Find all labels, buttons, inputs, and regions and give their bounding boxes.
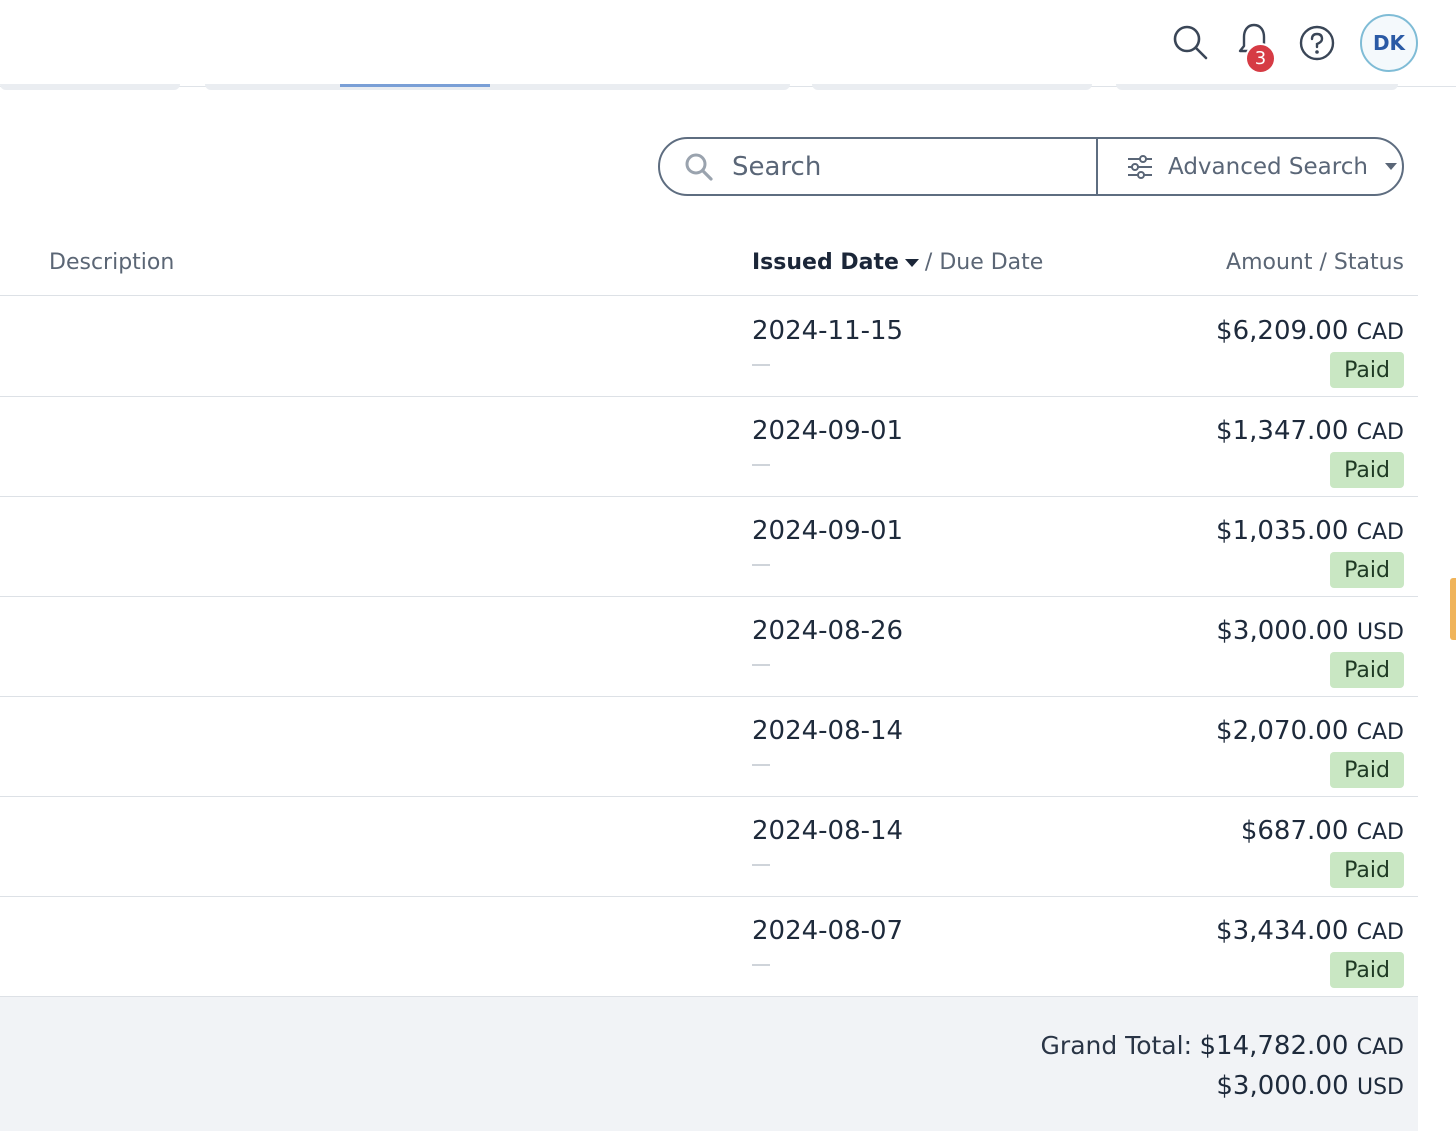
issued-date-label: Issued Date: [752, 250, 899, 275]
sort-desc-icon: [904, 258, 919, 267]
search-field: [660, 139, 1098, 194]
help-icon[interactable]: [1297, 23, 1337, 63]
amount-value: $1,347.00: [1216, 416, 1349, 446]
due-date-label: / Due Date: [924, 250, 1044, 275]
currency: CAD: [1356, 920, 1404, 945]
status-badge: Paid: [1330, 552, 1404, 588]
amount: $3,000.00 USD: [1216, 616, 1404, 646]
currency: USD: [1356, 1075, 1404, 1100]
column-header-amount-status[interactable]: Amount / Status: [1226, 250, 1404, 275]
amount-value: $3,434.00: [1216, 916, 1349, 946]
advanced-search-button[interactable]: Advanced Search: [1098, 139, 1402, 194]
tab-edge: [812, 84, 1092, 90]
table-row[interactable]: 2024-08-14 $687.00 CAD Paid: [0, 796, 1418, 897]
amount: $1,347.00 CAD: [1216, 416, 1404, 446]
issued-date: 2024-11-15: [752, 316, 904, 346]
currency: CAD: [1356, 820, 1404, 845]
amount: $6,209.00 CAD: [1216, 316, 1404, 346]
due-date-empty: [752, 664, 770, 666]
table-row[interactable]: 2024-08-14 $2,070.00 CAD Paid: [0, 696, 1418, 797]
due-date-empty: [752, 764, 770, 766]
table-row[interactable]: 2024-08-07 $3,434.00 CAD Paid: [0, 896, 1418, 997]
currency: USD: [1356, 620, 1404, 645]
status-badge: Paid: [1330, 652, 1404, 688]
table-row[interactable]: 2024-11-15 $6,209.00 CAD Paid: [0, 296, 1418, 397]
search-bar: Advanced Search: [658, 137, 1404, 196]
issued-date: 2024-09-01: [752, 516, 904, 546]
amount-value: $3,000.00: [1216, 616, 1349, 646]
grand-total-usd: $3,000.00 USD: [1216, 1071, 1404, 1101]
column-header-issued-date[interactable]: Issued Date / Due Date: [752, 250, 1043, 275]
amount-value: $687.00: [1240, 816, 1349, 846]
issued-date: 2024-08-14: [752, 816, 904, 846]
amount: $687.00 CAD: [1241, 816, 1404, 846]
table-row[interactable]: 2024-09-01 $1,035.00 CAD Paid: [0, 496, 1418, 597]
currency: CAD: [1356, 320, 1404, 345]
due-date-empty: [752, 364, 770, 366]
amount: $3,434.00 CAD: [1216, 916, 1404, 946]
status-badge: Paid: [1330, 852, 1404, 888]
currency: CAD: [1356, 420, 1404, 445]
amount: $1,035.00 CAD: [1216, 516, 1404, 546]
grand-total-footer: Grand Total: $14,782.00 CAD $3,000.00 US…: [0, 997, 1418, 1131]
advanced-search-label: Advanced Search: [1168, 153, 1368, 180]
column-header-description[interactable]: Description: [49, 250, 175, 275]
grand-total-amount: $3,000.00: [1216, 1071, 1349, 1101]
table-row[interactable]: 2024-08-26 $3,000.00 USD Paid: [0, 596, 1418, 697]
amount-value: $6,209.00: [1216, 316, 1349, 346]
amount-value: $1,035.00: [1216, 516, 1349, 546]
issued-date: 2024-08-26: [752, 616, 904, 646]
side-panel-tab[interactable]: [1450, 578, 1456, 640]
active-tab-indicator: [340, 84, 490, 87]
table-header: Description Issued Date / Due Date Amoun…: [0, 236, 1418, 296]
search-input[interactable]: [730, 139, 1096, 194]
due-date-empty: [752, 464, 770, 466]
currency: CAD: [1356, 1035, 1404, 1060]
search-icon: [685, 153, 713, 181]
tab-edge: [205, 84, 790, 90]
due-date-empty: [752, 564, 770, 566]
grand-total-cad: $14,782.00 CAD: [1200, 1031, 1405, 1061]
status-badge: Paid: [1330, 452, 1404, 488]
issued-date: 2024-09-01: [752, 416, 904, 446]
grand-total-label: Grand Total:: [1040, 1031, 1192, 1060]
sliders-icon: [1128, 154, 1152, 179]
tab-edge: [0, 84, 180, 90]
amount: $2,070.00 CAD: [1216, 716, 1404, 746]
status-badge: Paid: [1330, 752, 1404, 788]
user-avatar[interactable]: DK: [1360, 14, 1418, 72]
issued-date: 2024-08-14: [752, 716, 904, 746]
search-icon[interactable]: [1170, 22, 1210, 62]
status-badge: Paid: [1330, 952, 1404, 988]
amount-value: $2,070.00: [1216, 716, 1349, 746]
chevron-down-icon: [1384, 162, 1397, 170]
grand-total-amount: $14,782.00: [1199, 1031, 1349, 1061]
notification-count-badge: 3: [1245, 43, 1276, 74]
issued-date: 2024-08-07: [752, 916, 904, 946]
top-bar: 3 DK: [0, 0, 1456, 87]
due-date-empty: [752, 864, 770, 866]
table-row[interactable]: 2024-09-01 $1,347.00 CAD Paid: [0, 396, 1418, 497]
tab-edge: [1116, 84, 1398, 90]
due-date-empty: [752, 964, 770, 966]
currency: CAD: [1356, 720, 1404, 745]
currency: CAD: [1356, 520, 1404, 545]
status-badge: Paid: [1330, 352, 1404, 388]
